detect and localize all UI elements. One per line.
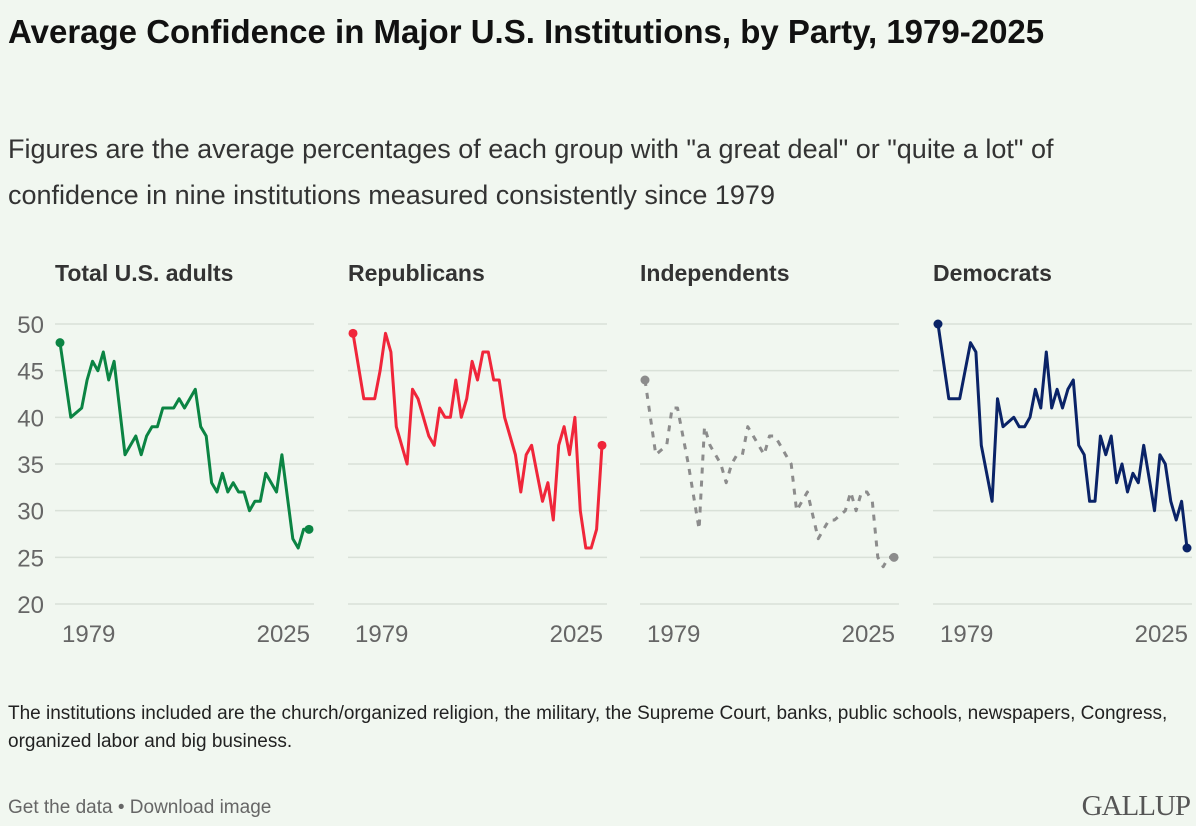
gallup-logo: GALLUP <box>1081 790 1191 822</box>
series-line-2 <box>643 379 894 569</box>
y-tick-label: 40 <box>17 405 44 432</box>
panel-title-independents: Independents <box>640 260 790 286</box>
x-tick-label: 1979 <box>355 621 408 648</box>
start-point-marker <box>640 375 650 385</box>
x-tick-label: 2025 <box>550 621 603 648</box>
series-line-0 <box>58 342 309 550</box>
separator: • <box>117 797 125 818</box>
footer-links: Get the data • Download image <box>8 797 271 819</box>
panel-title-republicans: Republicans <box>348 260 485 286</box>
small-multiples-chart: 50 45 40 35 30 25 20 1979 2025 1979 2025 1979 2025 19… <box>17 312 1192 648</box>
series-line-1 <box>351 331 604 550</box>
y-tick-label: 25 <box>17 545 44 572</box>
start-point-marker <box>55 338 65 348</box>
x-tick-label: 1979 <box>647 621 700 648</box>
y-tick-label: 50 <box>17 312 44 339</box>
y-tick-label: 20 <box>17 592 44 619</box>
end-point-marker <box>889 552 899 562</box>
y-tick-label: 35 <box>17 452 44 479</box>
get-data-link[interactable]: Get the data <box>8 797 113 818</box>
x-tick-label: 2025 <box>1135 621 1188 648</box>
chart-title: Average Confidence in Major U.S. Institu… <box>8 13 1045 50</box>
start-point-marker <box>348 328 358 338</box>
series-line-3 <box>936 323 1189 549</box>
panel-title-democrats: Democrats <box>933 260 1052 286</box>
end-point-marker <box>1182 543 1192 553</box>
y-tick-label: 30 <box>17 499 44 526</box>
end-point-marker <box>304 524 314 534</box>
x-tick-label: 1979 <box>940 621 993 648</box>
download-image-link[interactable]: Download image <box>129 797 272 818</box>
x-tick-label: 2025 <box>257 621 310 648</box>
end-point-marker <box>597 440 607 450</box>
panel-title-total: Total U.S. adults <box>55 260 234 286</box>
chart-subtitle: Figures are the average percentages of e… <box>8 134 1054 210</box>
x-tick-label: 1979 <box>62 621 115 648</box>
x-tick-label: 2025 <box>842 621 895 648</box>
y-tick-label: 45 <box>17 359 44 386</box>
start-point-marker <box>933 319 943 329</box>
footnote: The institutions included are the church… <box>8 703 1168 752</box>
